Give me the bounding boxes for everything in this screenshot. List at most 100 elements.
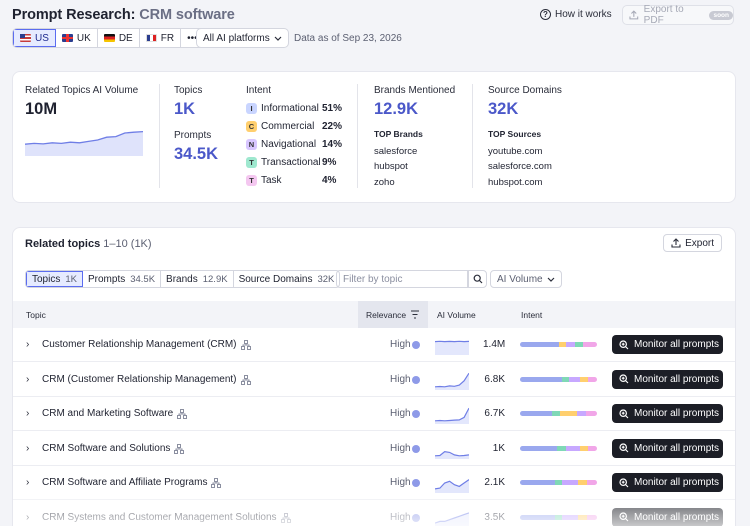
top-source-item[interactable]: salesforce.com xyxy=(488,161,552,172)
monitor-all-prompts-button[interactable]: Monitor all prompts xyxy=(612,473,723,492)
table-row[interactable]: › CRM Software and Affiliate Programs Hi… xyxy=(13,466,735,500)
divider xyxy=(159,84,160,188)
intent-bar-segment xyxy=(556,445,567,451)
top-brand-item[interactable]: salesforce xyxy=(374,146,418,157)
how-it-works-link[interactable]: ? How it works xyxy=(540,9,612,20)
export-pdf-button[interactable]: Export to PDF soon xyxy=(622,4,734,26)
topic-name[interactable]: CRM and Marketing Software xyxy=(42,408,174,419)
table-row[interactable]: › CRM (Customer Relationship Management)… xyxy=(13,363,735,397)
sort-dropdown[interactable]: AI Volume xyxy=(490,270,562,288)
monitor-all-prompts-button[interactable]: Monitor all prompts xyxy=(612,335,723,354)
sources-value: 32K xyxy=(488,100,519,118)
summary-card: Related Topics AI Volume 10M Topics 1K P… xyxy=(12,71,736,203)
top-source-item[interactable]: hubspot.com xyxy=(488,177,543,188)
related-topics-heading: Related topics 1–10 (1K) xyxy=(25,238,152,250)
soon-badge: soon xyxy=(709,10,733,20)
country-fr[interactable]: FR xyxy=(140,29,182,47)
column-topic[interactable]: Topic xyxy=(26,310,46,320)
table-row[interactable]: › Customer Relationship Management (CRM)… xyxy=(13,328,735,362)
us-flag-icon xyxy=(20,34,31,42)
tab-label: Brands xyxy=(166,273,198,285)
chevron-right-icon[interactable]: › xyxy=(26,339,30,350)
hierarchy-icon[interactable] xyxy=(241,374,251,385)
related-tabs: Topics 1K Prompts 34.5K Brands 12.9K Source… xyxy=(25,270,341,288)
chevron-right-icon[interactable]: › xyxy=(26,477,30,488)
sparkline-area xyxy=(435,372,469,390)
hierarchy-icon[interactable] xyxy=(241,340,251,350)
monitor-all-prompts-button[interactable]: Monitor all prompts xyxy=(612,438,723,458)
sparkline-area xyxy=(435,451,469,459)
relevance-value: High xyxy=(390,373,411,385)
top-brand-item[interactable]: hubspot xyxy=(374,161,408,172)
monitor-all-prompts-button[interactable]: Monitor all prompts xyxy=(612,404,723,423)
ai-volume-value: 6.8K xyxy=(484,373,505,385)
country-uk-label: UK xyxy=(76,32,91,44)
intent-bar-segment xyxy=(552,411,561,416)
tab-prompts[interactable]: Prompts 34.5K xyxy=(83,271,162,287)
column-intent[interactable]: Intent xyxy=(521,310,543,320)
related-topics-title: Related topics xyxy=(25,238,101,250)
intent-badge: T xyxy=(246,175,257,186)
intent-bar-segment xyxy=(587,480,597,485)
tab-label: Prompts xyxy=(87,273,126,285)
top-brand-item[interactable]: zoho xyxy=(374,177,395,188)
intent-bar-segment xyxy=(586,411,597,416)
sort-icon[interactable] xyxy=(410,310,420,319)
tab-topics[interactable]: Topics 1K xyxy=(26,271,83,287)
country-selector: US UK DE FR ••• xyxy=(12,28,205,48)
topic-name[interactable]: CRM Software and Affiliate Programs xyxy=(42,477,208,488)
intent-bar xyxy=(520,342,597,347)
topic-name[interactable]: CRM (Customer Relationship Management) xyxy=(42,373,237,385)
hierarchy-icon[interactable] xyxy=(177,409,187,419)
intent-bar-segment xyxy=(577,480,587,485)
intent-item: C Commercial xyxy=(246,121,314,132)
intent-bar-segment xyxy=(566,342,576,347)
country-us[interactable]: US xyxy=(13,29,56,47)
country-uk[interactable]: UK xyxy=(56,29,98,47)
hierarchy-icon[interactable] xyxy=(174,443,184,454)
hierarchy-icon[interactable] xyxy=(211,478,221,488)
magnify-plus-icon xyxy=(619,339,629,349)
monitor-all-prompts-button[interactable]: Monitor all prompts xyxy=(612,369,723,389)
topic-name[interactable]: Customer Relationship Management (CRM) xyxy=(42,339,237,350)
country-us-label: US xyxy=(35,32,49,44)
trend-area xyxy=(25,131,143,156)
monitor-label: Monitor all prompts xyxy=(634,442,720,454)
column-relevance[interactable]: Relevance xyxy=(366,310,407,320)
top-brands-label: TOP Brands xyxy=(374,129,423,139)
tab-source-domains[interactable]: Source Domains 32K xyxy=(234,271,340,287)
intent-bar-segment xyxy=(562,376,569,382)
chevron-right-icon[interactable]: › xyxy=(26,442,30,454)
topic-name[interactable]: CRM Software and Solutions xyxy=(42,442,171,454)
table-row[interactable]: › CRM Software and Solutions High 1K Mon… xyxy=(13,432,735,466)
sparkline-area xyxy=(435,408,469,424)
column-ai-volume[interactable]: AI Volume xyxy=(437,310,476,320)
filter-placeholder: Filter by topic xyxy=(343,273,403,285)
country-de[interactable]: DE xyxy=(98,29,140,47)
chevron-right-icon[interactable]: › xyxy=(26,373,30,385)
intent-bar-segment xyxy=(583,342,597,347)
tab-count: 34.5K xyxy=(130,273,156,285)
intent-badge: N xyxy=(246,139,257,150)
prompts-label: Prompts xyxy=(174,130,212,141)
intent-bar xyxy=(520,445,597,451)
platform-dropdown-label: All AI platforms xyxy=(203,32,270,44)
platform-dropdown[interactable]: All AI platforms xyxy=(196,28,289,48)
table-row[interactable]: › CRM and Marketing Software High 6.7K M… xyxy=(13,397,735,431)
more-countries-button[interactable]: ••• xyxy=(181,29,204,47)
topics-value: 1K xyxy=(174,100,196,118)
export-button[interactable]: Export xyxy=(663,234,722,252)
sparkline-area xyxy=(435,479,469,493)
tab-count: 1K xyxy=(65,273,77,285)
top-source-item[interactable]: youtube.com xyxy=(488,146,543,157)
intent-percent: 14% xyxy=(322,139,343,150)
export-label: Export xyxy=(685,237,714,249)
chevron-right-icon[interactable]: › xyxy=(26,408,30,419)
data-as-of: Data as of Sep 23, 2026 xyxy=(294,33,402,44)
search-button[interactable] xyxy=(468,270,487,288)
intent-bar xyxy=(520,411,597,416)
filter-topic-input[interactable]: Filter by topic xyxy=(336,270,468,288)
chevron-down-icon xyxy=(274,36,282,41)
tab-brands[interactable]: Brands 12.9K xyxy=(161,271,234,287)
relevance-dot xyxy=(412,341,420,349)
